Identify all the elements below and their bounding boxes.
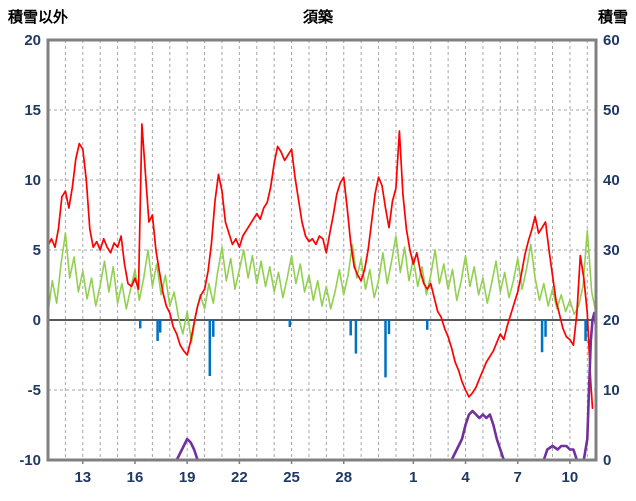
svg-text:50: 50 (603, 102, 620, 119)
svg-text:19: 19 (179, 469, 196, 486)
svg-text:13: 13 (74, 469, 91, 486)
svg-text:7: 7 (514, 469, 522, 486)
svg-text:1: 1 (409, 469, 417, 486)
svg-text:40: 40 (603, 172, 620, 189)
svg-text:28: 28 (335, 469, 352, 486)
chart-title: 須築 (302, 9, 333, 26)
svg-text:22: 22 (231, 469, 248, 486)
svg-text:60: 60 (603, 32, 620, 49)
svg-text:5: 5 (33, 242, 41, 259)
svg-text:0: 0 (33, 312, 41, 329)
svg-text:4: 4 (461, 469, 470, 486)
svg-text:-10: -10 (19, 452, 41, 469)
svg-text:10: 10 (562, 469, 579, 486)
svg-text:-5: -5 (28, 382, 41, 399)
svg-text:20: 20 (24, 32, 41, 49)
svg-text:0: 0 (603, 452, 611, 469)
svg-text:25: 25 (283, 469, 300, 486)
right-axis-title: 積雪 (597, 9, 628, 26)
svg-text:30: 30 (603, 242, 620, 259)
svg-text:16: 16 (127, 469, 144, 486)
svg-text:10: 10 (24, 172, 41, 189)
left-axis-title: 積雪以外 (8, 9, 69, 26)
svg-text:15: 15 (24, 102, 41, 119)
svg-text:10: 10 (603, 382, 620, 399)
svg-text:20: 20 (603, 312, 620, 329)
